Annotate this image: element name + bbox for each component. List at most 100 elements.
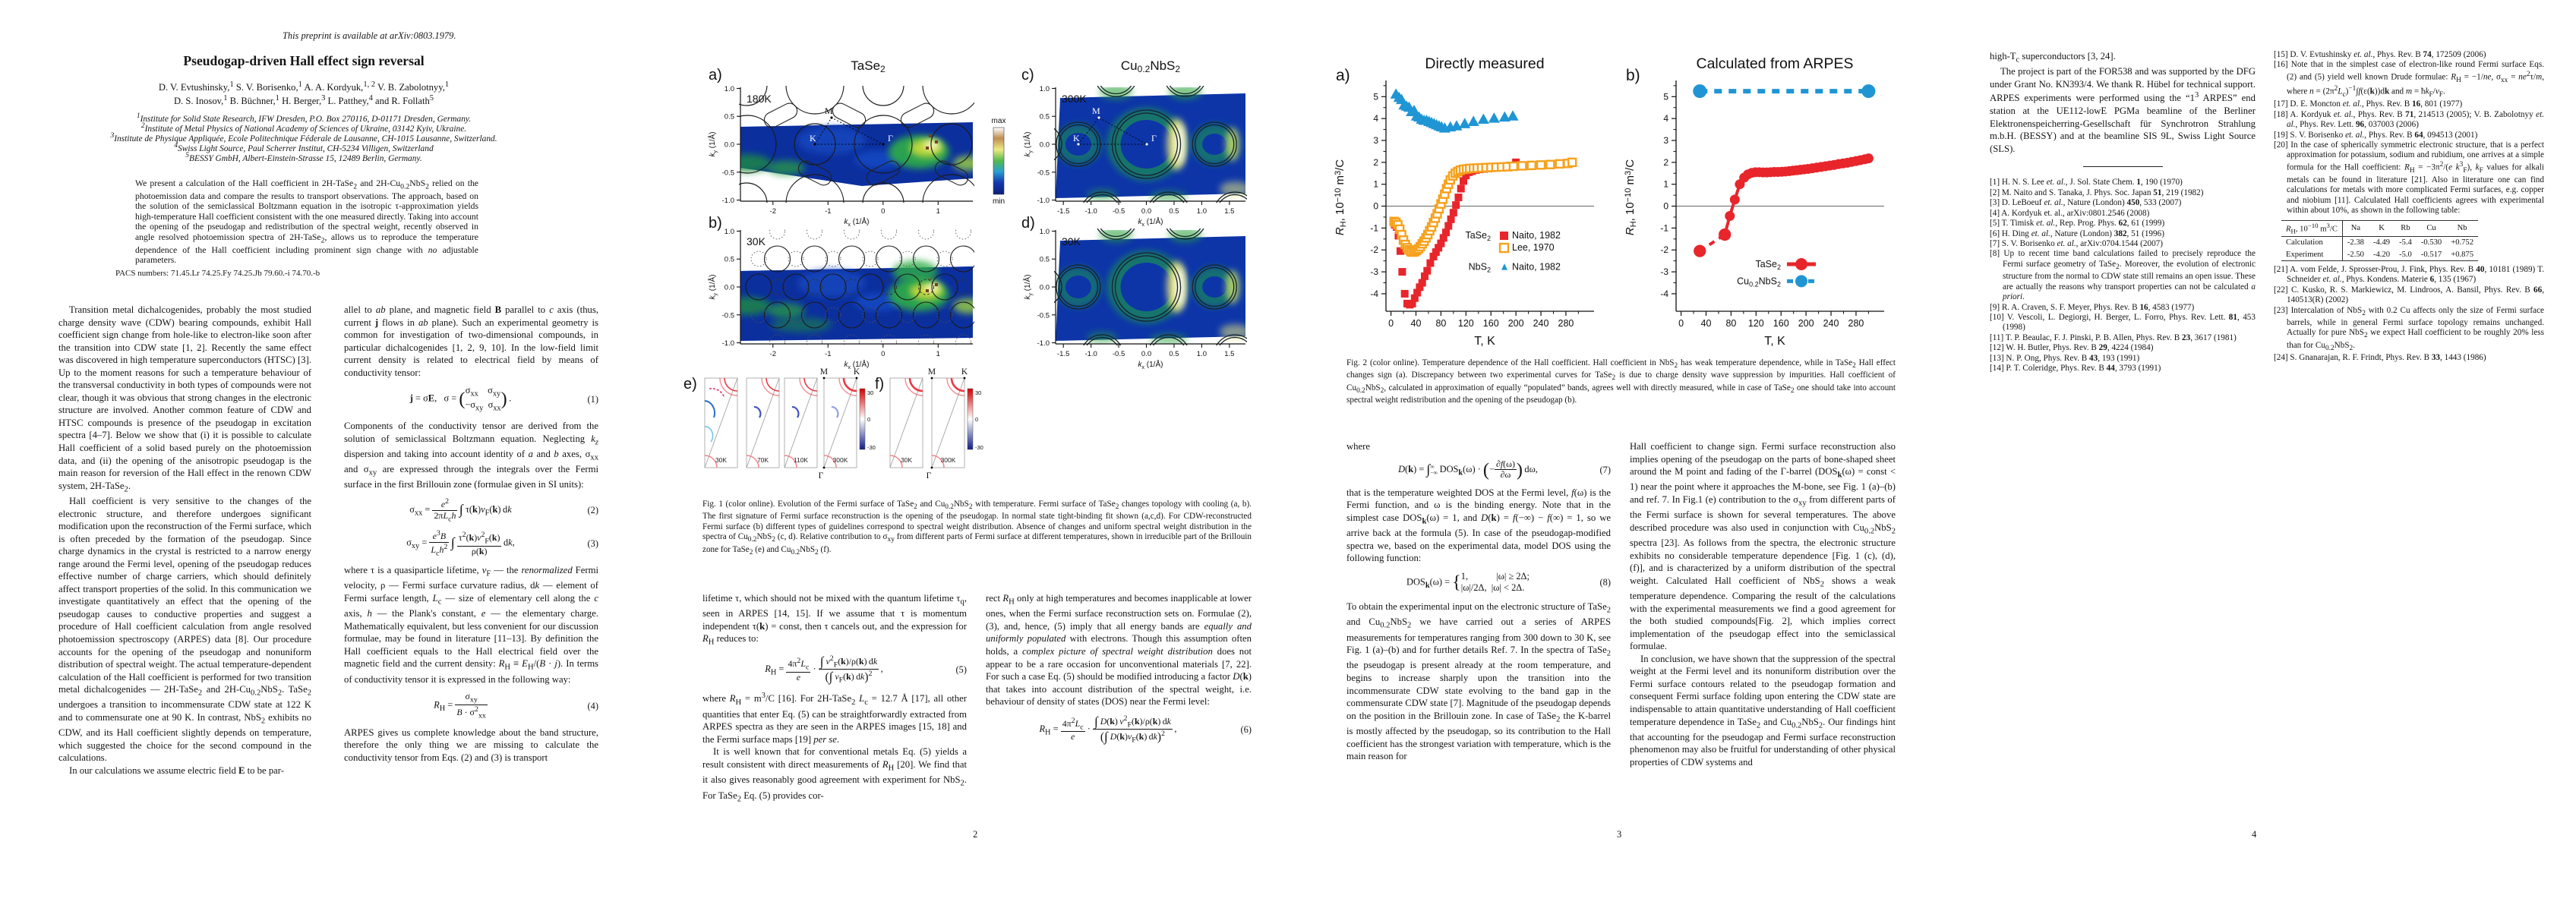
svg-text:K: K (810, 133, 816, 143)
chart-legend: TaSe2 Cu0.2NbS2 (1737, 258, 1816, 288)
svg-text:-2: -2 (1660, 244, 1668, 255)
paragraph: where τ is a quasiparticle lifetime, vF … (344, 564, 598, 685)
svg-text:ky (1/Å): ky (1/Å) (707, 275, 718, 300)
svg-text:30K: 30K (715, 456, 727, 464)
svg-text:T, K: T, K (1474, 335, 1495, 348)
svg-text:3: 3 (1373, 135, 1378, 146)
equation-number: (3) (587, 538, 598, 550)
svg-text:160: 160 (1483, 318, 1499, 329)
paragraph: Components of the conductivity tensor ar… (344, 421, 598, 490)
svg-text:Calculated from ARPES: Calculated from ARPES (1696, 55, 1853, 72)
svg-text:4: 4 (1663, 113, 1668, 124)
page-number-3: 3 (1617, 829, 1622, 840)
figure-1-caption: Fig. 1 (color online). Evolution of the … (702, 500, 1252, 556)
svg-text:Γ: Γ (1151, 133, 1157, 143)
svg-text:1: 1 (936, 207, 940, 216)
svg-text:-2: -2 (770, 350, 776, 358)
svg-text:Γ: Γ (927, 471, 932, 481)
equation: j = σE, σ = (σxx σxy −σxy σxx) . (1) (409, 385, 598, 413)
svg-text:min: min (993, 197, 1005, 206)
svg-text:0.5: 0.5 (724, 256, 734, 264)
series-tase2-calculated (1694, 153, 1874, 257)
svg-text:1.0: 1.0 (1197, 350, 1207, 358)
reference-item: [21] A. vom Felde, J. Sprosser-Prou, J. … (2274, 264, 2544, 285)
hall-coefficient-comparison-table: RH, 10−10 m3/C Na K Rb Cu Nb Calculation -2.38-… (2281, 219, 2479, 261)
reference-item: [3] D. LeBoeuf et. al., Nature (London) … (1990, 198, 2182, 208)
svg-text:1.0: 1.0 (724, 228, 734, 236)
svg-text:0: 0 (1388, 318, 1394, 329)
svg-text:2: 2 (1373, 157, 1378, 168)
fig1-panel-b: 1.0 0.5 0.0 -0.5 -1.0 -2 -1 0 1 kx (1/Å) ky (1/Å) 3… (707, 228, 974, 370)
svg-text:ky (1/Å): ky (1/Å) (1022, 132, 1034, 157)
svg-text:200: 200 (1508, 318, 1524, 329)
affiliation-4: 4Swiss Light Source, Paul Scherrer Insti… (174, 142, 434, 153)
svg-text:0.5: 0.5 (1040, 113, 1050, 121)
table-cell: -0.530 (2420, 238, 2442, 247)
paragraph: allel to ab plane, and magnetic field B … (344, 304, 598, 378)
svg-text:0.5: 0.5 (1169, 207, 1179, 216)
table-cell: -4.20 (2368, 248, 2395, 261)
svg-text:-1.0: -1.0 (722, 339, 734, 348)
svg-text:kx (1/Å): kx (1/Å) (1138, 359, 1163, 370)
reference-item: [10] V. Vescoli, L. Degiorgi, H. Berger,… (1990, 313, 2256, 333)
svg-text:-3: -3 (1660, 266, 1668, 277)
equation-number: (5) (955, 664, 967, 675)
reference-item: [12] W. H. Butler, Phys. Rev. B 29, 4224… (1990, 343, 2154, 353)
svg-text:300K: 300K (1062, 93, 1087, 105)
svg-text:kx (1/Å): kx (1/Å) (844, 216, 870, 228)
fig1-panel-e-panel-30K: 30K (704, 377, 738, 468)
equation: DOSk(ω) = {1, |ω| ≥ 2Δ; |ω|/2Δ, |ω| < 2Δ.… (1406, 570, 1611, 594)
reference-item: [19] S. V. Borisenko et. al., Phys. Rev.… (2274, 130, 2478, 140)
fig1-panel-a: K M Γ 1.0 0.5 0.0 -0.5 -1.0 -2 -1 0 1 kx (1/Å) ky (1/… (707, 85, 974, 228)
svg-text:0.0: 0.0 (724, 141, 734, 150)
svg-text:f): f) (875, 376, 884, 392)
table-header-cell: K (2368, 219, 2395, 238)
fig1-panel-f-panel-30K: 30K (889, 377, 923, 468)
paragraph: The project is part of the FOR538 and wa… (1990, 66, 2256, 154)
svg-text:RH, 10−10 m3/C: RH, 10−10 m3/C (1334, 159, 1348, 235)
svg-text:-1.0: -1.0 (1037, 339, 1050, 348)
svg-text:280: 280 (1848, 318, 1864, 329)
svg-text:0.5: 0.5 (1169, 350, 1179, 358)
fig1-panel-e-panel-70K: 70K (746, 377, 780, 468)
svg-text:5: 5 (1373, 91, 1378, 102)
reference-item: [17] D. E. Moncton et. al., Phys. Rev. B… (2274, 99, 2463, 109)
table-header-cell: Nb (2446, 219, 2479, 238)
svg-text:a): a) (709, 67, 722, 84)
svg-text:e): e) (683, 376, 697, 392)
svg-text:30: 30 (975, 389, 981, 396)
page-1: This preprint is available at arXiv:0803… (0, 0, 644, 911)
fig1-panel-e-panel-300K: 300K (823, 377, 857, 468)
svg-text:-3: -3 (1370, 266, 1378, 277)
svg-text:-1.0: -1.0 (1084, 207, 1097, 216)
svg-text:M: M (820, 367, 828, 377)
reference-item: [24] S. Gnanarajan, R. F. Frindt, Phys. … (2274, 353, 2486, 363)
svg-text:ky (1/Å): ky (1/Å) (707, 132, 718, 157)
svg-text:1: 1 (936, 350, 940, 358)
equation-number: (1) (587, 394, 598, 405)
svg-text:0: 0 (881, 207, 885, 216)
paragraph: To obtain the experimental input on the … (1346, 601, 1611, 762)
svg-text:-0.5: -0.5 (722, 169, 734, 177)
equation: RH = σxy B · σ2xx (4) (434, 691, 598, 720)
svg-text:Cu0.2NbS2: Cu0.2NbS2 (1121, 58, 1181, 74)
svg-text:120: 120 (1748, 318, 1764, 329)
page-2: TaSe2 Cu0.2NbS2 K M Γ 1.0 0.5 0.0 -0.5 -1.0 -2 -1 0 1… (644, 0, 1288, 911)
svg-text:0.0: 0.0 (1141, 350, 1151, 358)
svg-text:5: 5 (1663, 91, 1668, 102)
svg-text:c): c) (1021, 67, 1034, 84)
reference-item: [11] T. P. Beaulac, F. J. Pinski, P. B. … (1990, 333, 2237, 342)
svg-text:b): b) (709, 215, 722, 232)
svg-text:1.0: 1.0 (1040, 85, 1050, 93)
svg-text:Directly measured: Directly measured (1425, 55, 1544, 72)
svg-text:300K: 300K (833, 456, 848, 464)
fig1-panel-e-panel-110K: 110K (784, 377, 818, 468)
svg-text:1.0: 1.0 (1197, 207, 1207, 216)
svg-text:-2: -2 (1370, 244, 1378, 255)
svg-text:K: K (854, 367, 860, 377)
fig1-panel-f-panel-300K: 300K (931, 377, 965, 468)
page4-column-2: [15] D. V. Evtushinsky et. al., Phys. Re… (2274, 50, 2544, 364)
svg-text:Naito, 1982: Naito, 1982 (1512, 262, 1561, 273)
